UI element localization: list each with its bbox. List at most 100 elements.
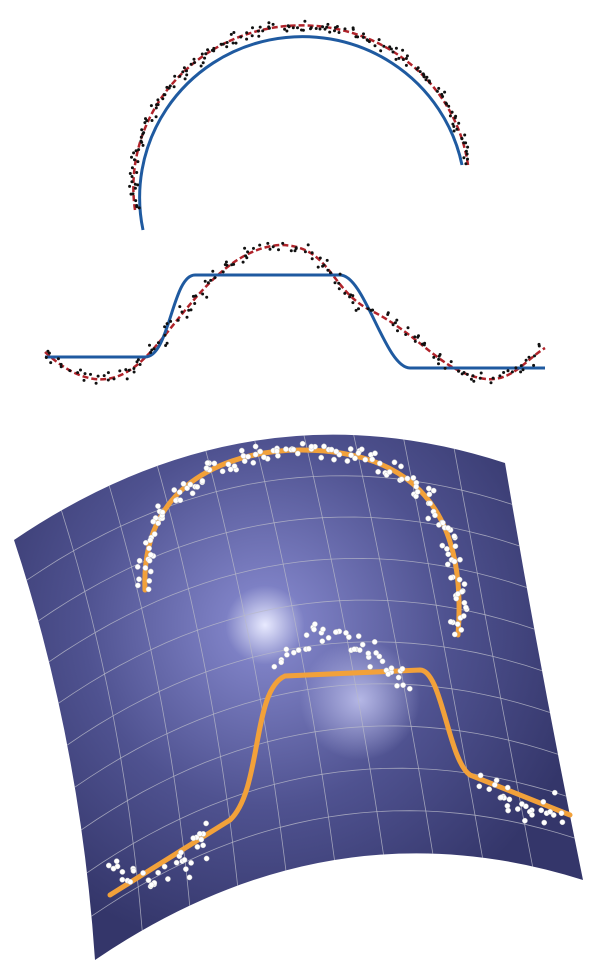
surface-panel (14, 435, 583, 960)
sample-point (232, 464, 237, 469)
sample-point (377, 461, 382, 466)
sample-point (275, 453, 280, 458)
sample-point (446, 552, 451, 557)
sample-point (427, 492, 432, 497)
sample-point (399, 477, 404, 482)
sample-point (402, 58, 405, 61)
sample-point (367, 307, 370, 310)
sample-point (336, 25, 339, 28)
sample-point (199, 837, 204, 842)
sample-point (46, 350, 49, 353)
sample-point (296, 26, 299, 29)
arc-panel (133, 25, 468, 230)
sample-point (107, 371, 110, 374)
sample-point (311, 251, 314, 254)
sample-point (136, 160, 139, 163)
sample-point (357, 307, 360, 310)
sample-point (184, 77, 187, 80)
sample-point (331, 457, 336, 462)
sample-point (337, 282, 340, 285)
sample-point (189, 860, 194, 865)
sample-point (368, 664, 373, 669)
sample-point (163, 93, 166, 96)
sample-point (309, 444, 314, 449)
sample-point (258, 244, 261, 247)
sample-point (303, 20, 306, 23)
sample-point (374, 650, 379, 655)
sample-point (304, 250, 307, 253)
sample-point (195, 484, 200, 489)
sample-point (462, 156, 465, 159)
sample-point (333, 630, 338, 635)
sample-point (541, 799, 546, 804)
sample-point (156, 521, 161, 526)
sample-point (246, 454, 251, 459)
sample-point (140, 136, 143, 139)
sample-point (128, 369, 131, 372)
sample-point (185, 69, 188, 72)
sample-point (417, 334, 420, 337)
sample-point (346, 635, 351, 640)
sample-point (165, 86, 168, 89)
sample-point (394, 321, 397, 324)
sample-point (269, 248, 272, 251)
sample-point (201, 53, 204, 56)
sample-point (315, 27, 318, 30)
sample-point (79, 369, 82, 372)
sample-point (392, 51, 395, 54)
sample-point (161, 97, 164, 100)
sample-point (152, 532, 157, 537)
sample-point (277, 248, 280, 251)
fit-solid (45, 275, 545, 368)
sample-point (132, 151, 135, 154)
sample-point (460, 137, 463, 140)
sample-point (352, 647, 357, 652)
sample-point (146, 587, 151, 592)
sample-point (455, 622, 460, 627)
sample-point (532, 364, 535, 367)
sample-point (525, 359, 528, 362)
sample-point (136, 183, 139, 186)
sample-point (398, 464, 403, 469)
sample-point (389, 666, 394, 671)
sample-point (445, 562, 450, 567)
sample-point (445, 103, 448, 106)
sample-point (311, 257, 314, 260)
sample-point (454, 115, 457, 118)
sample-point (515, 806, 520, 811)
sample-point (203, 57, 206, 60)
sample-point (300, 29, 303, 32)
sample-point (130, 180, 133, 183)
sample-point (245, 38, 248, 41)
sample-point (356, 450, 361, 455)
sample-point (185, 73, 188, 76)
sample-point (319, 257, 322, 260)
sample-point (183, 867, 188, 872)
sample-point (83, 379, 86, 382)
sample-point (140, 128, 143, 131)
sample-point (103, 374, 106, 377)
sample-point (145, 119, 148, 122)
sample-point (188, 482, 193, 487)
sample-point (283, 447, 288, 452)
sample-point (258, 449, 263, 454)
page: {} (() => { const data = JSON.parse(docu… (0, 0, 589, 967)
sample-point (272, 23, 275, 26)
sample-point (455, 128, 458, 131)
sample-point (560, 820, 565, 825)
sample-point (281, 242, 284, 245)
sample-point (132, 192, 135, 195)
sample-point (396, 675, 401, 680)
sample-point (462, 141, 465, 144)
sample-point (326, 635, 331, 640)
sample-point (201, 293, 204, 296)
sample-point (272, 664, 277, 669)
sample-point (453, 130, 456, 133)
sample-point (181, 481, 186, 486)
sample-point (321, 444, 326, 449)
sample-point (177, 490, 182, 495)
sample-point (378, 38, 381, 41)
sample-point (452, 125, 455, 128)
sample-point (295, 451, 300, 456)
sample-point (466, 158, 469, 161)
